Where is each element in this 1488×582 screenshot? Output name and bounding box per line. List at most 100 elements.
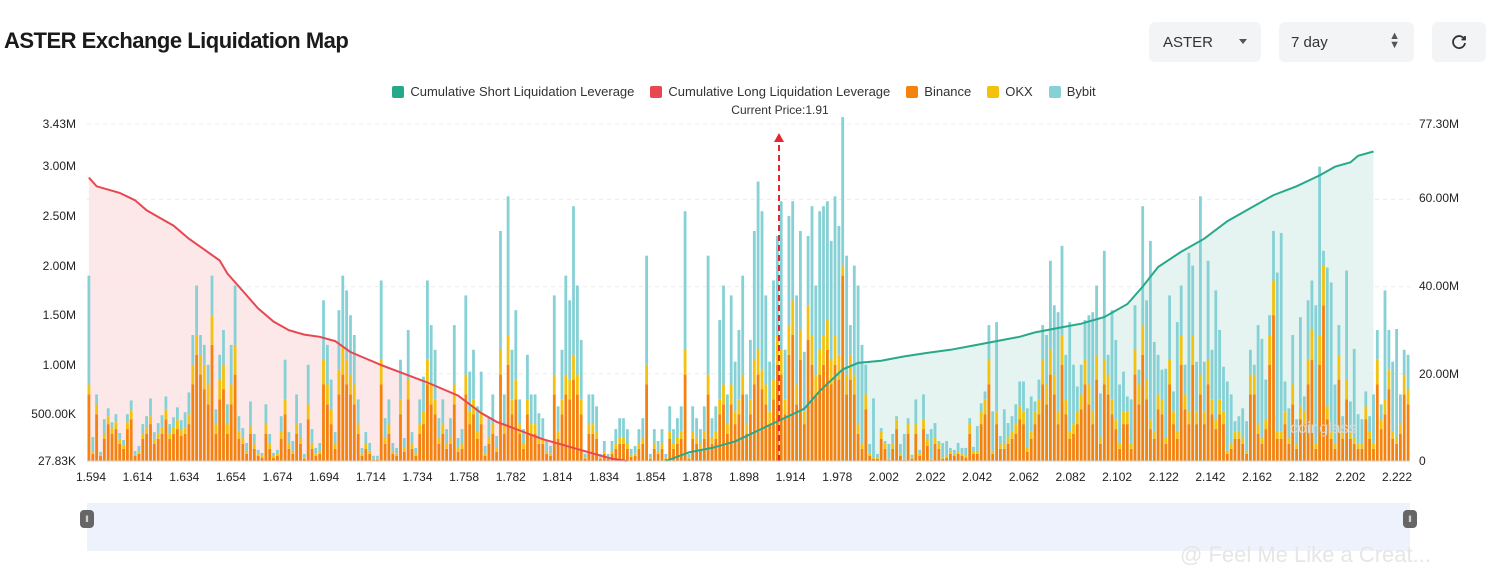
bar-binance [1272, 315, 1275, 461]
bar-okx [1045, 384, 1048, 405]
bar-bybit [972, 446, 975, 451]
bar-binance [949, 453, 952, 461]
refresh-button[interactable] [1432, 22, 1486, 62]
bar-okx [449, 438, 452, 444]
bar-binance [422, 424, 425, 461]
bar-bybit [1037, 379, 1041, 400]
legend-item[interactable]: Cumulative Short Liquidation Leverage [392, 84, 634, 99]
legend-item[interactable]: Cumulative Long Liquidation Leverage [650, 84, 890, 99]
bar-okx [564, 374, 568, 395]
bar-okx [1233, 431, 1237, 439]
bar-bybit [1229, 394, 1233, 444]
bar-okx [276, 453, 279, 456]
bar-okx [1064, 399, 1068, 415]
range-select[interactable]: 7 day ▲ ▼ [1279, 22, 1414, 62]
bar-bybit [783, 349, 787, 400]
bar-okx [1379, 419, 1383, 430]
bar-binance [487, 443, 491, 461]
x-tick-label: 2.222 [1382, 470, 1412, 484]
legend-label: OKX [1005, 84, 1033, 99]
legend-item[interactable]: Binance [906, 84, 971, 99]
bar-okx [256, 453, 260, 456]
bar-bybit [102, 419, 106, 435]
bar-binance [864, 409, 868, 461]
bar-bybit [233, 285, 237, 345]
bar-binance [506, 364, 510, 461]
bar-okx [1002, 443, 1006, 449]
bar-binance [1375, 384, 1379, 461]
bar-okx [333, 443, 337, 449]
bar-binance [652, 448, 656, 461]
bar-okx [379, 359, 383, 385]
legend-item[interactable]: OKX [987, 84, 1033, 99]
bar-binance [572, 379, 575, 461]
bar-binance [1083, 384, 1087, 461]
bar-binance [245, 453, 248, 461]
bar-okx [1129, 443, 1133, 449]
bar-okx [952, 453, 956, 456]
bar-bybit [195, 285, 198, 335]
bar-bybit [1045, 335, 1048, 385]
bar-binance [1099, 443, 1102, 461]
bar-binance [456, 451, 460, 461]
bar-binance [149, 424, 152, 461]
bar-binance [268, 448, 272, 461]
bar-okx [1068, 431, 1072, 439]
bar-binance [526, 414, 529, 461]
bar-okx [1172, 411, 1175, 425]
bar-binance [1025, 451, 1029, 461]
x-tick-label: 2.162 [1242, 470, 1272, 484]
bar-bybit [729, 295, 733, 385]
bar-okx [414, 453, 418, 456]
slider-left-handle[interactable]: ‖ [80, 510, 94, 528]
bar-binance [279, 439, 283, 461]
bar-binance [664, 458, 668, 461]
zoom-slider-track[interactable] [87, 503, 1410, 551]
bar-binance [1256, 434, 1260, 461]
bar-binance [402, 451, 406, 461]
bar-okx [287, 443, 291, 449]
bar-okx [937, 443, 941, 449]
bar-binance [929, 459, 933, 461]
bar-okx [633, 453, 637, 456]
slider-right-handle[interactable]: ‖ [1403, 510, 1417, 528]
bar-bybit [326, 344, 329, 385]
bar-binance [729, 404, 733, 461]
bar-bybit [1172, 391, 1175, 412]
bar-binance [1318, 364, 1321, 461]
bar-okx [1302, 411, 1306, 425]
bar-okx [895, 419, 898, 430]
bar-bybit [806, 235, 810, 306]
y-left-tick-label: 3.43M [43, 117, 76, 131]
bar-binance [206, 404, 210, 461]
bar-okx [199, 354, 202, 375]
bar-okx [141, 434, 145, 439]
bar-binance [1279, 439, 1283, 461]
bar-binance [672, 448, 675, 461]
bar-okx [310, 443, 314, 449]
bar-binance [1037, 414, 1041, 461]
bar-okx [1364, 406, 1368, 420]
bar-binance [714, 439, 718, 461]
bar-bybit [106, 408, 110, 417]
bar-bybit [622, 418, 625, 438]
bar-okx [518, 424, 522, 434]
bar-bybit [568, 300, 572, 380]
bar-bybit [1299, 317, 1302, 407]
bar-bybit [160, 415, 164, 428]
bar-binance [445, 448, 448, 461]
bar-okx [629, 454, 633, 457]
bar-bybit [264, 404, 268, 425]
bar-binance [483, 455, 487, 461]
bar-bybit [399, 359, 402, 400]
bar-okx [291, 450, 295, 454]
bar-binance [599, 458, 602, 461]
bar-okx [949, 450, 952, 454]
bar-binance [779, 374, 783, 461]
bar-bybit [1406, 354, 1410, 390]
symbol-select[interactable]: ASTER [1149, 22, 1261, 62]
bar-okx [218, 379, 222, 400]
bar-bybit [926, 434, 929, 440]
legend-item[interactable]: Bybit [1048, 84, 1096, 99]
legend-label: Binance [924, 84, 972, 99]
